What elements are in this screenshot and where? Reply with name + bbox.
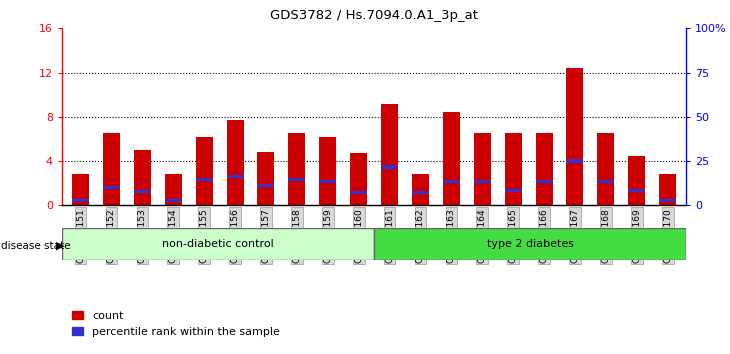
Bar (196, 178, 212, 181)
Text: GDS3782 / Hs.7094.0.A1_3p_at: GDS3782 / Hs.7094.0.A1_3p_at (270, 9, 478, 22)
Bar (288, 133, 305, 205)
Bar (566, 159, 583, 163)
Bar (443, 113, 460, 205)
Bar (258, 152, 274, 205)
Bar (134, 190, 151, 193)
Bar (226, 120, 244, 205)
Bar (504, 133, 522, 205)
Bar (196, 137, 212, 205)
Bar (374, 228, 686, 260)
Bar (536, 181, 553, 183)
Bar (412, 192, 429, 194)
Bar (226, 175, 244, 178)
Bar (258, 184, 274, 187)
Bar (659, 175, 676, 205)
Bar (134, 150, 151, 205)
Text: disease state: disease state (1, 241, 71, 251)
Text: ▶: ▶ (55, 241, 64, 251)
Bar (597, 181, 615, 183)
Legend: count, percentile rank within the sample: count, percentile rank within the sample (68, 307, 285, 341)
Bar (629, 189, 645, 192)
Bar (288, 178, 305, 181)
Bar (319, 137, 337, 205)
Bar (443, 181, 460, 183)
Bar (103, 186, 120, 189)
Bar (629, 155, 645, 205)
Bar (504, 189, 522, 192)
Bar (165, 199, 182, 202)
Bar (350, 192, 367, 194)
Bar (62, 228, 374, 260)
Bar (319, 181, 337, 183)
Text: type 2 diabetes: type 2 diabetes (487, 239, 574, 249)
Bar (381, 104, 398, 205)
Bar (536, 133, 553, 205)
Bar (381, 165, 398, 169)
Bar (103, 133, 120, 205)
Text: non-diabetic control: non-diabetic control (162, 239, 274, 249)
Bar (72, 175, 89, 205)
Bar (597, 133, 615, 205)
Bar (566, 68, 583, 205)
Bar (350, 153, 367, 205)
Bar (659, 199, 676, 202)
Bar (165, 175, 182, 205)
Bar (72, 199, 89, 202)
Bar (474, 181, 491, 183)
Bar (412, 175, 429, 205)
Bar (474, 133, 491, 205)
